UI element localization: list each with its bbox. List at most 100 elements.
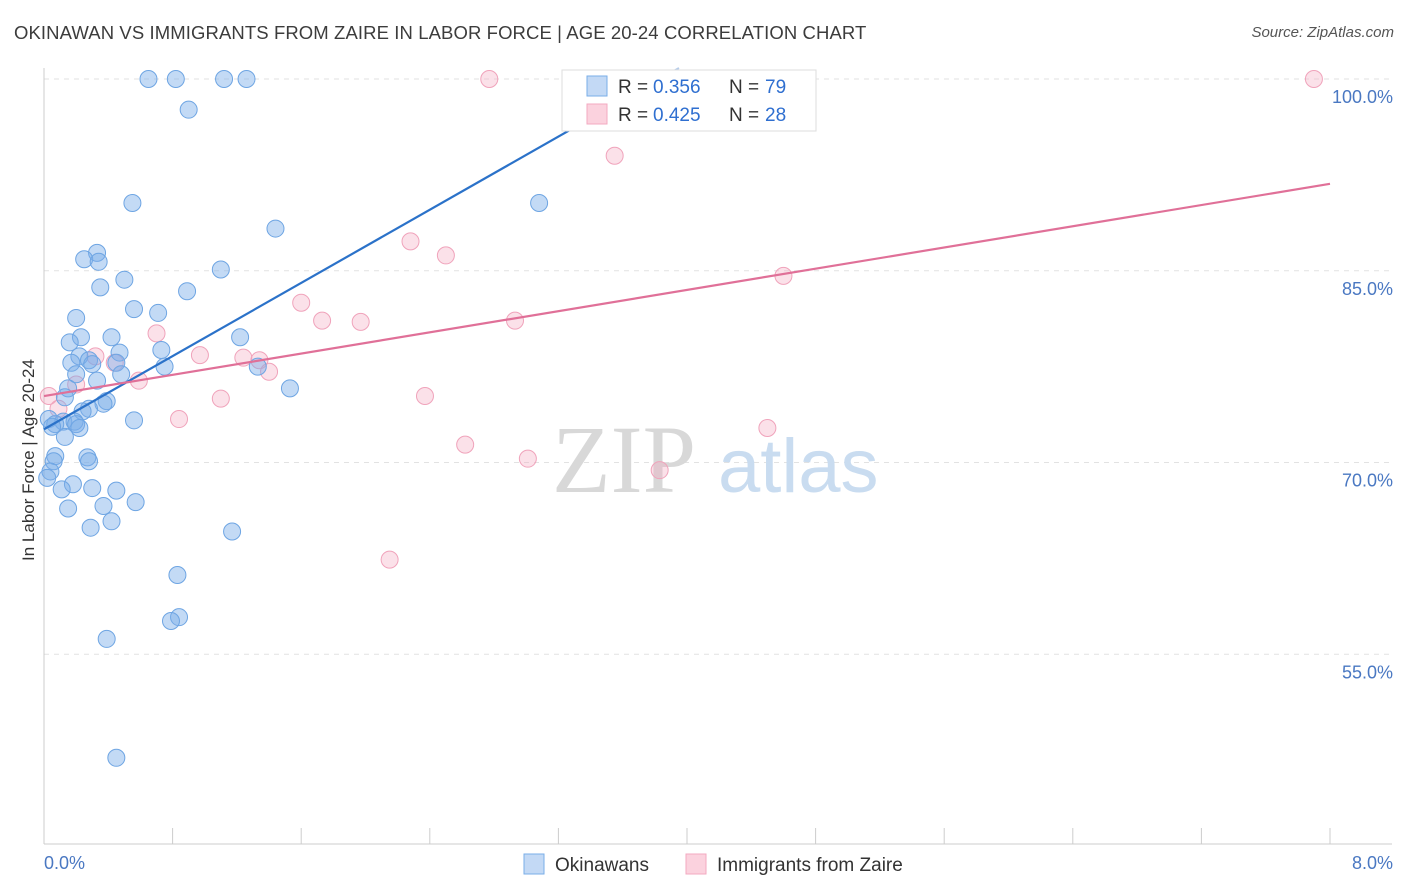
okinawans-point [107,353,126,372]
okinawans-point [110,343,129,362]
okinawans-point [59,499,78,518]
chart-title: OKINAWAN VS IMMIGRANTS FROM ZAIRE IN LAB… [14,22,867,43]
zaire-point [313,311,332,330]
zaire-point [650,461,669,480]
okinawans-trend-line [43,103,616,431]
stats-swatch-zaire [586,103,608,125]
stats-swatch-okinawans [586,75,608,97]
stats-n-label-zaire: N = [729,105,759,126]
zaire-point [211,389,230,408]
okinawans-point [280,379,299,398]
zaire-point [518,449,537,468]
okinawans-point [91,278,110,297]
okinawans-point [178,282,197,301]
okinawans-point [266,219,285,238]
zaire-point [260,362,279,381]
okinawans-point [83,355,102,374]
zaire-point [190,346,209,365]
okinawans-point [60,333,79,352]
okinawans-point [107,748,126,767]
okinawans-point [125,300,144,319]
zaire-point [170,410,189,429]
okinawans-point [75,250,94,269]
okinawans-point [80,452,99,471]
points-layer [38,70,1323,767]
watermark-zip: ZIP [552,406,696,513]
okinawans-point [125,411,144,430]
stats-r-label-zaire: R = [618,105,648,126]
zaire-point [351,312,370,331]
stats-n-value-zaire: 28 [765,105,786,126]
okinawans-point [67,365,86,384]
okinawans-point [126,493,145,512]
okinawans-point [83,479,102,498]
okinawans-point [530,193,549,212]
okinawans-point [107,481,126,500]
zaire-point [605,146,624,165]
okinawans-point [97,629,116,648]
okinawans-point [52,480,71,499]
legend-label-okinawans: Okinawans [555,855,649,876]
okinawans-point [115,270,134,289]
y-tick-label: 70.0% [1342,471,1393,491]
stats-legend: R = 0.356 N = 79 R = 0.425 N = 28 [561,69,817,132]
stats-r-value-zaire: 0.425 [653,105,701,126]
zaire-point [436,246,455,265]
zaire-point [147,324,166,343]
okinawans-point [89,252,108,271]
y-tick-label: 100.0% [1332,87,1393,107]
legend-swatch-zaire [685,853,707,875]
okinawans-point [223,522,242,541]
okinawans-point [88,371,107,390]
watermark: ZIP atlas [552,406,879,513]
okinawans-point [71,328,90,347]
stats-r-label-okinawans: R = [618,77,648,98]
x-tick-label-min: 0.0% [44,853,85,873]
x-tick-label-max: 8.0% [1352,853,1393,873]
okinawans-point [81,518,100,537]
watermark-atlas: atlas [718,424,879,509]
axes-layer: 100.0% 85.0% 70.0% 55.0% [43,68,1393,845]
chart-source: Source: ZipAtlas.com [1251,24,1394,41]
zaire-point [401,232,420,251]
okinawans-point [94,496,113,515]
zaire-point [505,311,524,330]
okinawans-point [166,70,185,88]
grid-layer [44,78,1392,655]
okinawans-point [70,418,89,437]
stats-r-value-okinawans: 0.356 [653,77,701,98]
zaire-point [415,387,434,406]
okinawans-point [112,365,131,384]
zaire-point [456,435,475,454]
okinawans-point [215,70,234,88]
okinawans-point [67,309,86,328]
okinawans-point [211,260,230,279]
okinawans-point [102,328,121,347]
okinawans-point [55,427,74,446]
okinawans-point [44,452,63,471]
okinawans-point [63,475,82,494]
y-tick-label: 55.0% [1342,662,1393,682]
zaire-point [480,70,499,88]
okinawans-point [168,565,187,584]
legend-label-zaire: Immigrants from Zaire [717,855,903,876]
zaire-point [380,550,399,569]
okinawans-point [139,70,158,88]
okinawans-point [152,341,171,360]
okinawans-point [237,70,256,88]
okinawans-point [149,303,168,322]
okinawans-point [62,353,81,372]
okinawans-point [38,468,57,487]
stats-n-value-okinawans: 79 [765,77,786,98]
zaire-point [758,418,777,437]
okinawans-point [231,328,250,347]
legend-swatch-okinawans [523,853,545,875]
okinawans-point [179,100,198,119]
stats-n-label-okinawans: N = [729,77,759,98]
series-legend: Okinawans Immigrants from Zaire [523,853,903,876]
zaire-trend-line [43,182,1331,398]
okinawans-point [161,612,180,631]
y-axis-title: In Labor Force | Age 20-24 [19,359,38,561]
okinawans-point [102,512,121,531]
